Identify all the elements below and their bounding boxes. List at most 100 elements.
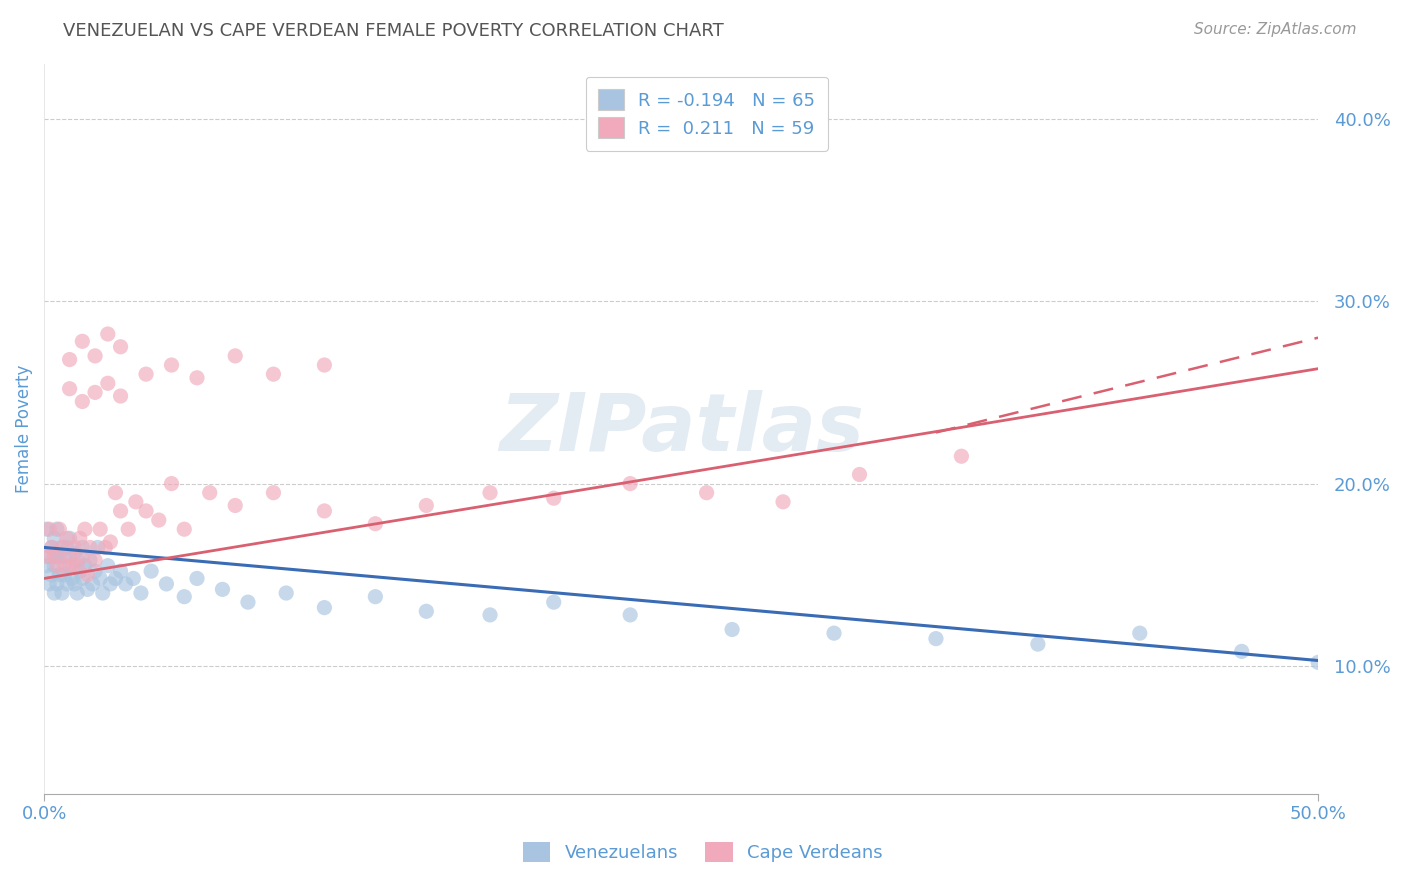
Point bbox=[823, 626, 845, 640]
Point bbox=[60, 571, 83, 585]
Point bbox=[619, 607, 641, 622]
Legend: R = -0.194   N = 65, R =  0.211   N = 59: R = -0.194 N = 65, R = 0.211 N = 59 bbox=[586, 77, 828, 151]
Point bbox=[314, 358, 336, 372]
Point bbox=[84, 385, 107, 400]
Point bbox=[38, 522, 60, 536]
Point bbox=[51, 586, 73, 600]
Point bbox=[35, 549, 58, 564]
Point bbox=[91, 586, 114, 600]
Point bbox=[314, 600, 336, 615]
Point bbox=[41, 567, 63, 582]
Text: VENEZUELAN VS CAPE VERDEAN FEMALE POVERTY CORRELATION CHART: VENEZUELAN VS CAPE VERDEAN FEMALE POVERT… bbox=[63, 22, 724, 40]
Point bbox=[35, 558, 58, 573]
Point bbox=[125, 495, 148, 509]
Point bbox=[479, 607, 502, 622]
Point bbox=[173, 590, 195, 604]
Point bbox=[53, 567, 76, 582]
Point bbox=[45, 558, 67, 573]
Point bbox=[89, 522, 111, 536]
Point bbox=[415, 499, 437, 513]
Point bbox=[48, 522, 70, 536]
Point bbox=[262, 485, 284, 500]
Point bbox=[89, 571, 111, 585]
Point bbox=[94, 541, 117, 555]
Point bbox=[364, 516, 387, 531]
Point bbox=[619, 476, 641, 491]
Point bbox=[56, 531, 79, 545]
Point bbox=[48, 549, 70, 564]
Point bbox=[58, 558, 80, 573]
Point bbox=[41, 541, 63, 555]
Point bbox=[110, 564, 132, 578]
Point bbox=[479, 485, 502, 500]
Point bbox=[97, 326, 120, 341]
Point bbox=[696, 485, 718, 500]
Point bbox=[63, 541, 86, 555]
Point bbox=[58, 352, 80, 367]
Point bbox=[51, 541, 73, 555]
Point bbox=[186, 571, 208, 585]
Point bbox=[72, 541, 94, 555]
Point bbox=[53, 549, 76, 564]
Point bbox=[129, 586, 152, 600]
Point bbox=[66, 558, 89, 573]
Point bbox=[110, 340, 132, 354]
Point bbox=[86, 541, 108, 555]
Point bbox=[66, 586, 89, 600]
Point bbox=[56, 577, 79, 591]
Point bbox=[97, 376, 120, 391]
Point bbox=[97, 558, 120, 573]
Point bbox=[72, 334, 94, 349]
Point bbox=[135, 367, 157, 381]
Point bbox=[41, 541, 63, 555]
Point bbox=[104, 485, 127, 500]
Point bbox=[155, 577, 177, 591]
Point bbox=[224, 499, 246, 513]
Point bbox=[72, 549, 94, 564]
Point bbox=[79, 541, 101, 555]
Point bbox=[58, 382, 80, 396]
Point bbox=[73, 558, 96, 573]
Point bbox=[72, 571, 94, 585]
Point bbox=[63, 546, 86, 560]
Point bbox=[160, 358, 183, 372]
Point bbox=[56, 541, 79, 555]
Point bbox=[236, 595, 259, 609]
Point bbox=[104, 571, 127, 585]
Point bbox=[69, 531, 91, 545]
Point bbox=[76, 582, 98, 597]
Point bbox=[98, 535, 121, 549]
Point bbox=[44, 531, 66, 545]
Point bbox=[63, 577, 86, 591]
Point bbox=[211, 582, 233, 597]
Point bbox=[44, 586, 66, 600]
Point bbox=[950, 449, 973, 463]
Point bbox=[148, 513, 170, 527]
Point bbox=[925, 632, 948, 646]
Point bbox=[38, 577, 60, 591]
Point bbox=[314, 504, 336, 518]
Point bbox=[1230, 644, 1253, 658]
Point bbox=[173, 522, 195, 536]
Point bbox=[84, 564, 107, 578]
Point bbox=[58, 531, 80, 545]
Point bbox=[543, 491, 565, 505]
Point bbox=[45, 522, 67, 536]
Point bbox=[117, 522, 139, 536]
Point bbox=[135, 504, 157, 518]
Point bbox=[79, 553, 101, 567]
Point bbox=[262, 367, 284, 381]
Point bbox=[139, 564, 162, 578]
Point bbox=[224, 349, 246, 363]
Point bbox=[84, 553, 107, 567]
Point bbox=[66, 553, 89, 567]
Point bbox=[35, 522, 58, 536]
Point bbox=[110, 504, 132, 518]
Point bbox=[198, 485, 221, 500]
Point bbox=[772, 495, 794, 509]
Point bbox=[45, 549, 67, 564]
Point bbox=[114, 577, 136, 591]
Point bbox=[44, 549, 66, 564]
Point bbox=[110, 389, 132, 403]
Point bbox=[1026, 637, 1049, 651]
